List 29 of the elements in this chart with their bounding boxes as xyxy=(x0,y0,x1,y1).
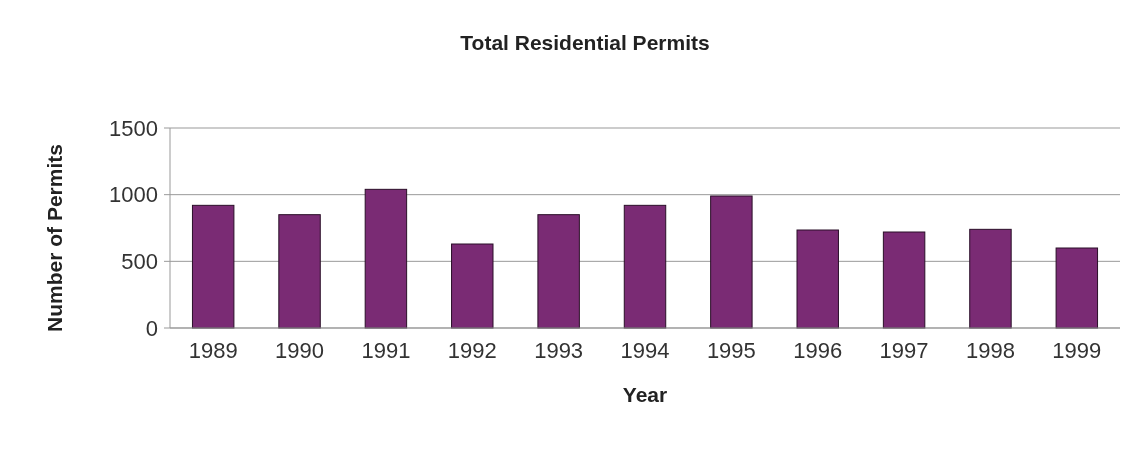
x-tick-label: 1992 xyxy=(447,338,497,363)
bar xyxy=(796,229,839,329)
bar xyxy=(537,214,580,329)
bar xyxy=(882,231,926,329)
y-tick-label: 0 xyxy=(145,315,158,341)
y-tick-label: 1000 xyxy=(109,182,158,208)
x-tick-label: 1995 xyxy=(706,338,756,363)
y-tick-label: 1500 xyxy=(109,115,158,141)
bar xyxy=(364,188,408,329)
x-tick-label: 1999 xyxy=(1052,338,1102,363)
x-tick-label: 1991 xyxy=(361,338,411,363)
y-tick-label: 500 xyxy=(121,249,158,275)
bar xyxy=(969,228,1012,329)
x-axis-title: Year xyxy=(622,383,668,406)
bar xyxy=(451,243,494,329)
bar xyxy=(623,204,667,329)
x-tick-label: 1996 xyxy=(793,338,843,363)
bar xyxy=(710,195,753,329)
x-tick-label: 1998 xyxy=(965,338,1015,363)
x-tick-label: 1993 xyxy=(534,338,584,363)
chart-title: Total Residential Permits xyxy=(460,31,710,54)
x-tick-label: 1997 xyxy=(879,338,929,363)
bar xyxy=(278,214,321,329)
x-tick-label: 1989 xyxy=(188,338,238,363)
bar xyxy=(1055,247,1099,329)
bar xyxy=(191,204,235,329)
y-axis-title: Number of Permits xyxy=(43,144,66,332)
x-tick-label: 1990 xyxy=(275,338,325,363)
x-tick-label: 1994 xyxy=(620,338,670,363)
